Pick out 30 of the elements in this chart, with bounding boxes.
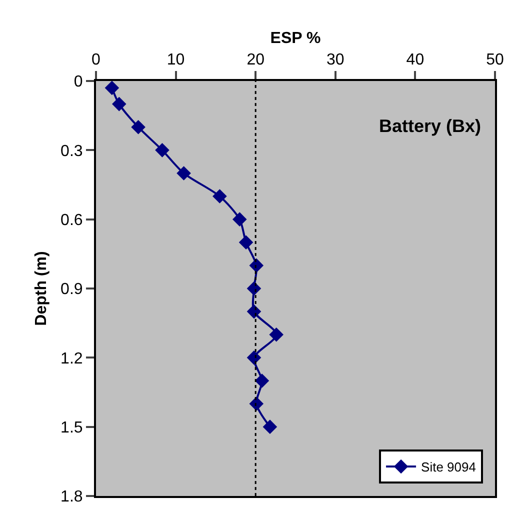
y-tick-label: 0.3: [60, 142, 83, 160]
x-axis-title: ESP %: [270, 30, 321, 47]
y-tick-label: 0.6: [60, 212, 83, 229]
point: [112, 96, 126, 112]
y-tick-label: 1.2: [60, 350, 83, 368]
point: [246, 281, 262, 296]
x-tick-label: 40: [406, 52, 424, 69]
point: [131, 120, 146, 134]
annotation: Battery (Bx): [379, 116, 482, 136]
point: [155, 143, 170, 158]
x-tick-label: 50: [486, 52, 504, 69]
x-tick-label: 0: [92, 52, 101, 69]
y-tick-label: 1.5: [60, 419, 83, 436]
y-tick-label: 0: [74, 74, 83, 91]
point: [254, 374, 270, 388]
point: [262, 420, 278, 434]
x-tick-label: 20: [246, 52, 265, 69]
y-axis-title: Depth (m): [32, 251, 50, 326]
point: [269, 327, 284, 342]
x-tick-label: 10: [166, 52, 185, 69]
y-tick-label: 1.8: [60, 488, 83, 506]
x-tick-label: 30: [326, 52, 344, 69]
point: [238, 235, 254, 250]
point: [212, 189, 227, 204]
point: [176, 166, 191, 180]
point: [246, 304, 262, 319]
legend-label: Site 9094: [421, 460, 476, 475]
y-tick-label: 0.9: [60, 281, 83, 298]
point: [232, 212, 247, 226]
point: [104, 81, 120, 96]
